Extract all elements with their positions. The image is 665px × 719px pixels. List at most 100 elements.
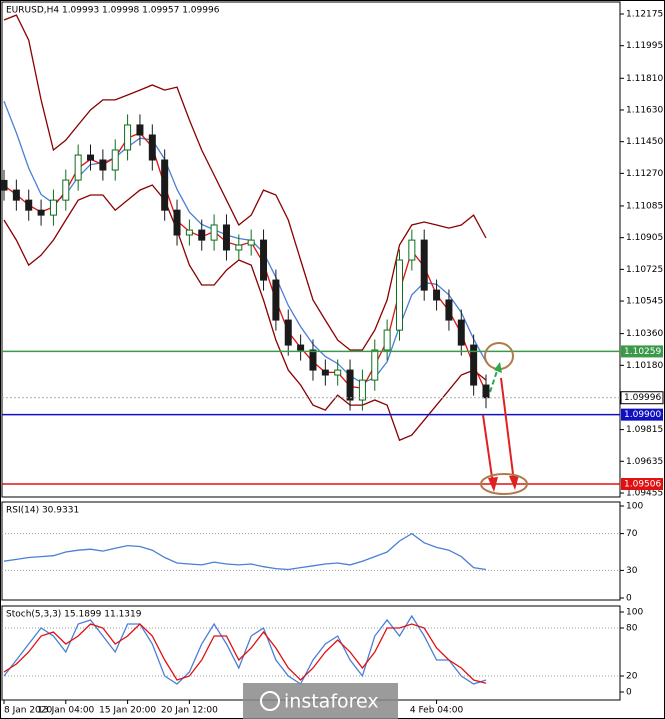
- candle-body: [222, 224, 230, 251]
- panel: [1, 501, 621, 601]
- y-tick-label: 1.11630: [626, 105, 663, 115]
- y-tick-label: 100: [626, 608, 643, 618]
- series-line: [3, 184, 487, 442]
- candle-body: [49, 199, 57, 216]
- candle-body: [334, 369, 342, 376]
- y-tick-label: 1.11995: [626, 41, 663, 51]
- watermark-logo: [260, 691, 280, 711]
- candle-body: [210, 224, 218, 241]
- candle-body: [111, 149, 119, 171]
- circle: [480, 473, 528, 495]
- y-tick-label: 100: [626, 502, 643, 512]
- candle-body: [260, 239, 268, 281]
- y-tick-label: 1.12175: [626, 10, 663, 20]
- series-line: [3, 532, 487, 571]
- panel-title: EURUSD,H4 1.09993 1.09998 1.09957 1.0999…: [6, 6, 220, 16]
- series-line: [3, 132, 487, 392]
- candle-body: [358, 379, 366, 401]
- arrow-head: [494, 362, 502, 373]
- series-line: [3, 623, 487, 684]
- panel: [1, 1, 621, 498]
- candle-body: [74, 154, 82, 181]
- candle-body: [247, 239, 255, 246]
- candle-body: [470, 344, 478, 386]
- candle-body: [161, 159, 169, 211]
- arrow: [482, 414, 494, 485]
- y-tick-label: 0: [626, 594, 632, 604]
- candle-body: [457, 319, 465, 346]
- candle-body: [371, 349, 379, 381]
- candle-body: [173, 209, 181, 236]
- y-tick-label: 1.11085: [626, 201, 663, 211]
- candle-body: [148, 134, 156, 161]
- candle-body: [25, 199, 33, 211]
- candle-body: [297, 344, 305, 351]
- level-label: 1.09900: [624, 410, 661, 420]
- candle-body: [272, 279, 280, 321]
- candle-body: [309, 349, 317, 371]
- candle-body: [185, 229, 193, 236]
- candle-body: [37, 209, 45, 216]
- y-tick-label: 1.09455: [626, 489, 663, 499]
- x-tick-label: 15 Jan 20:00: [99, 706, 156, 716]
- y-tick-label: 1.11450: [626, 137, 663, 147]
- annotations: [480, 342, 528, 495]
- level-label: 1.10259: [624, 347, 661, 357]
- watermark-box: [243, 683, 398, 719]
- candle-body: [12, 189, 20, 201]
- last-price-label: 1.09996: [624, 393, 661, 403]
- level-label: 1.09506: [624, 480, 661, 490]
- y-tick-label: 80: [626, 624, 638, 634]
- candle-body: [445, 299, 453, 321]
- x-tick-label: 4 Feb 04:00: [410, 706, 464, 716]
- arrow-head: [509, 475, 519, 490]
- last-price-tag: [620, 391, 664, 405]
- candle-body: [408, 239, 416, 261]
- y-tick-label: 1.11270: [626, 169, 663, 179]
- panel-title: Stoch(5,3,3) 15.1899 11.1319: [6, 610, 142, 620]
- y-tick-label: 1.09815: [626, 425, 663, 435]
- level-tag: [621, 478, 663, 491]
- arrow: [500, 377, 515, 483]
- x-tick-label: 13 Jan 04:00: [37, 706, 94, 716]
- series-line: [3, 14, 487, 351]
- candle-body: [136, 124, 144, 136]
- y-tick-label: 1.10725: [626, 265, 663, 275]
- y-tick-label: 1.10905: [626, 233, 663, 243]
- candle-body: [321, 369, 329, 376]
- candle-body: [0, 179, 8, 191]
- y-tick-label: 1.11810: [626, 74, 663, 84]
- candle-body: [284, 319, 292, 346]
- candle-body: [420, 239, 428, 291]
- candle-body: [87, 154, 95, 161]
- candle-body: [433, 289, 441, 301]
- candle-body: [62, 179, 70, 201]
- y-tick-label: 70: [626, 529, 638, 539]
- watermark: instaforex: [243, 683, 398, 719]
- candle-body: [235, 244, 243, 251]
- y-tick-label: 1.10545: [626, 297, 663, 307]
- y-tick-label: 30: [626, 566, 638, 576]
- series-line: [3, 100, 487, 384]
- panel-title: RSI(14) 30.9331: [6, 506, 79, 516]
- x-tick-label: 8 Jan 2020: [4, 706, 52, 716]
- y-tick-label: 20: [626, 672, 638, 682]
- candle-body: [395, 259, 403, 331]
- level-tag: [621, 408, 663, 421]
- level-tag: [621, 345, 663, 358]
- candle-body: [124, 124, 132, 151]
- candle-body: [482, 384, 490, 399]
- x-tick-label: 20 Jan 12:00: [161, 706, 218, 716]
- candle-body: [383, 329, 391, 351]
- y-tick-label: 0: [626, 688, 632, 698]
- watermark-text: instaforex: [284, 691, 379, 713]
- y-tick-label: 1.09635: [626, 457, 663, 467]
- candle-body: [346, 369, 354, 401]
- y-tick-label: 1.10360: [626, 329, 663, 339]
- candle-body: [99, 159, 107, 171]
- arrow-head: [488, 477, 498, 492]
- candle-body: [198, 229, 206, 241]
- arrow: [489, 367, 499, 393]
